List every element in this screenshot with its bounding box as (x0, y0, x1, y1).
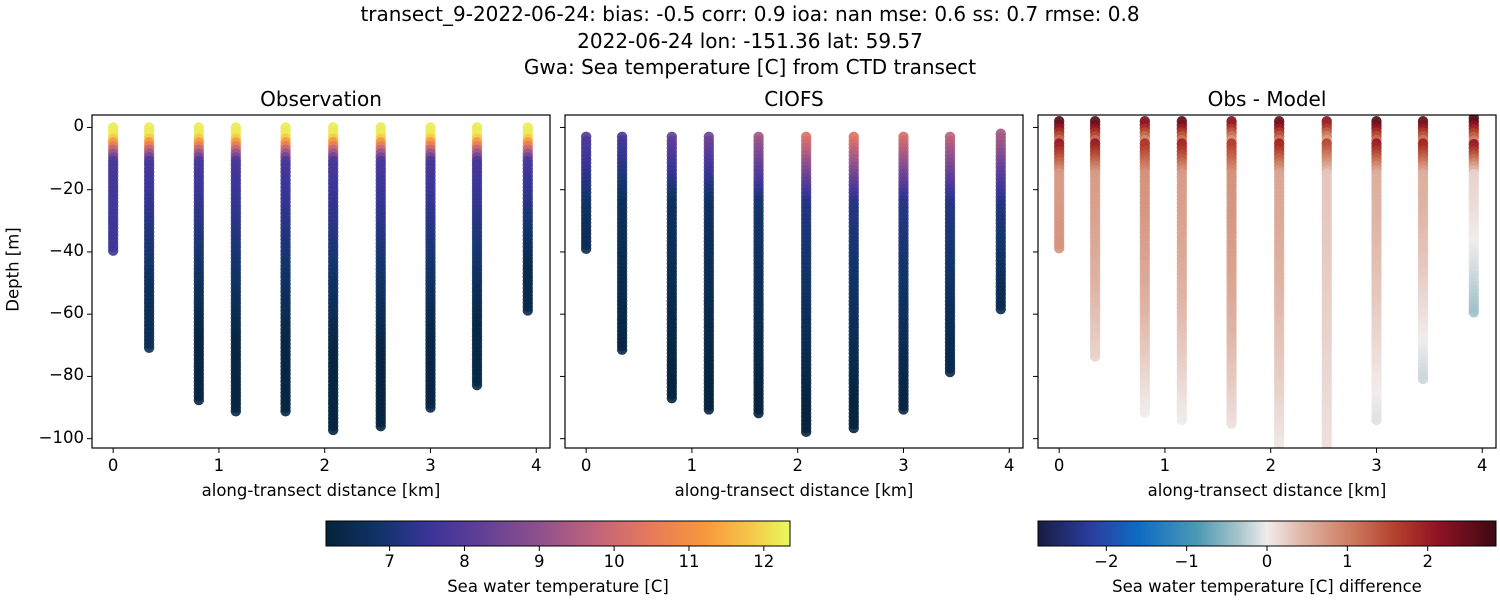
ytick-label: −40 (49, 240, 84, 260)
xtick-label: 1 (213, 456, 225, 475)
colorbar-tick-label: −2 (1094, 552, 1119, 571)
axes-frame-2 (1037, 114, 1497, 449)
xlabel-ciofs: along-transect distance [km] (674, 481, 914, 500)
colorbar-tick-label: 9 (534, 552, 545, 571)
xlabel-obs-minus-model: along-transect distance [km] (1147, 481, 1387, 500)
ytick-label: −100 (38, 427, 84, 447)
profiles-panel-1 (580, 128, 1006, 438)
profiles-panel-2 (1053, 115, 1479, 448)
panel-title-obs-minus-model: Obs - Model (1207, 87, 1327, 111)
xtick-label: 3 (898, 456, 909, 475)
xtick-label: 2 (792, 456, 803, 475)
xtick-label: 3 (425, 456, 436, 475)
xtick-label: 0 (1053, 456, 1065, 475)
profile-layer (107, 115, 1479, 448)
axes-frame-1 (564, 114, 1024, 449)
ylabel-depth: Depth [m] (3, 227, 23, 312)
xtick-label: 0 (107, 456, 119, 475)
xtick-label: 1 (686, 456, 698, 475)
xtick-label: 4 (1476, 456, 1488, 475)
colorbar-temperature (325, 520, 791, 547)
colorbar-tick-label: 2 (1422, 552, 1433, 571)
panel-title-ciofs: CIOFS (764, 87, 824, 111)
xtick-label: 1 (1159, 456, 1171, 475)
suptitle-line-3: Gwa: Sea temperature [C] from CTD transe… (523, 55, 977, 79)
colorbar-difference-label: Sea water temperature [C] difference (1112, 577, 1422, 596)
axes-layer (87, 114, 1497, 551)
xtick-label: 0 (580, 456, 592, 475)
colorbar-tick-label: 0 (1261, 552, 1273, 571)
colorbar-difference (1037, 520, 1497, 547)
suptitle-line-1: transect_9-2022-06-24: bias: -0.5 corr: … (360, 2, 1140, 26)
ytick-label: 0 (73, 116, 85, 136)
xtick-label: 2 (319, 456, 330, 475)
colorbar-tick-label: 1 (1342, 552, 1353, 571)
xtick-label: 4 (1003, 456, 1015, 475)
profiles-panel-0 (107, 122, 533, 436)
colorbar-tick-label: 8 (459, 552, 470, 571)
axes-frame-0 (91, 114, 551, 449)
suptitle-line-2: 2022-06-24 lon: -151.36 lat: 59.57 (577, 29, 923, 53)
colorbar-temperature-label: Sea water temperature [C] (447, 577, 669, 596)
xtick-label: 2 (1265, 456, 1276, 475)
colorbar-tick-label: 11 (678, 552, 700, 571)
xtick-label: 3 (1371, 456, 1382, 475)
ytick-label: −80 (49, 365, 84, 385)
xtick-label: 4 (530, 456, 542, 475)
colorbar-tick-label: 12 (753, 552, 775, 571)
colorbar-tick-label: 10 (603, 552, 625, 571)
colorbar-tick-label: 7 (384, 552, 395, 571)
ytick-label: −60 (49, 303, 84, 323)
xlabel-observation: along-transect distance [km] (201, 481, 441, 500)
colorbar-tick-label: −1 (1174, 552, 1199, 571)
ytick-label: −20 (49, 178, 84, 198)
panel-title-observation: Observation (260, 87, 382, 111)
